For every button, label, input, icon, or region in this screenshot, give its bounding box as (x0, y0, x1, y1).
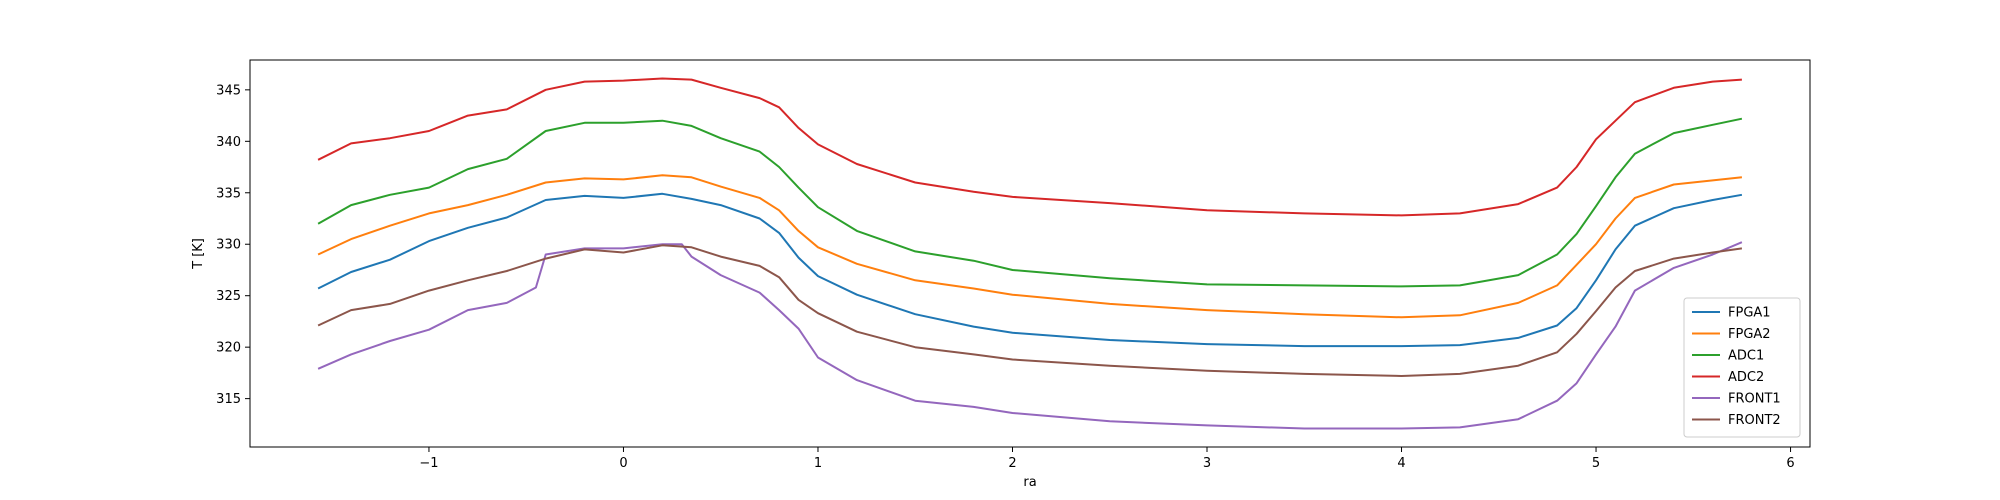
x-tick-label: 5 (1592, 456, 1600, 471)
y-tick-label: 315 (216, 392, 241, 407)
x-axis: −1 0 1 2 3 4 5 6 (419, 447, 1795, 471)
legend: FPGA1 FPGA2 ADC1 ADC2 FRONT1 FRONT2 (1683, 297, 1801, 438)
y-tick-label: 325 (216, 289, 241, 304)
series-line-fpga2 (317, 174, 1743, 319)
x-tick-label: 4 (1397, 456, 1405, 471)
y-tick-label: 340 (216, 135, 241, 150)
legend-label-front1: FRONT1 (1728, 392, 1781, 407)
series-line-front1 (317, 241, 1743, 430)
y-axis-label: T [K] (191, 238, 206, 270)
x-axis-label: ra (1023, 475, 1036, 490)
legend-label-fpga1: FPGA1 (1728, 306, 1771, 321)
series-layer (317, 77, 1743, 430)
x-tick-label: 0 (619, 456, 627, 471)
x-tick-label: −1 (419, 456, 438, 471)
plot-frame (249, 59, 1811, 448)
legend-label-fpga2: FPGA2 (1728, 327, 1771, 342)
series-line-adc1 (317, 117, 1743, 288)
series-line-adc2 (317, 77, 1742, 217)
series-line-front2 (317, 244, 1743, 377)
legend-label-adc1: ADC1 (1728, 349, 1764, 364)
legend-label-adc2: ADC2 (1728, 370, 1764, 385)
x-tick-label: 3 (1203, 456, 1211, 471)
x-tick-label: 6 (1786, 456, 1794, 471)
y-tick-label: 335 (216, 186, 241, 201)
y-axis: 315 320 325 330 335 340 345 (216, 83, 250, 407)
legend-label-front2: FRONT2 (1728, 413, 1781, 428)
y-tick-label: 320 (216, 341, 241, 356)
series-line-fpga1 (317, 192, 1743, 348)
x-tick-label: 2 (1008, 456, 1016, 471)
x-tick-label: 1 (814, 456, 822, 471)
y-tick-label: 330 (216, 238, 241, 253)
y-tick-label: 345 (216, 83, 241, 98)
